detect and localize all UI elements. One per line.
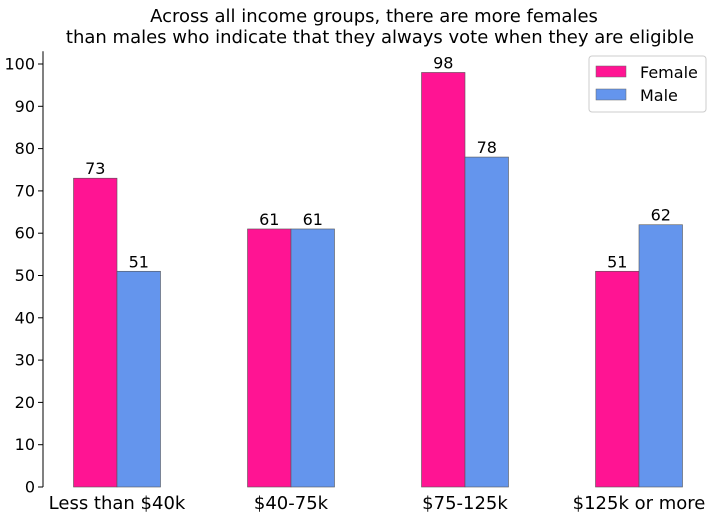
data-label-female: 61	[259, 210, 279, 229]
chart-title: Across all income groups, there are more…	[66, 6, 694, 48]
y-tick-label: 30	[15, 351, 35, 370]
legend-label-male: Male	[640, 86, 678, 105]
x-category-label: $40-75k	[254, 493, 329, 514]
y-tick-label: 0	[25, 478, 35, 497]
legend: Female Male	[588, 55, 707, 113]
y-tick-label: 60	[15, 224, 35, 243]
data-label-male: 78	[477, 138, 497, 157]
bar-female	[421, 72, 466, 488]
y-tick-label: 10	[15, 435, 35, 454]
y-tick-label: 100	[4, 55, 35, 74]
y-tick-label: 90	[15, 97, 35, 116]
data-label-female: 73	[85, 159, 105, 178]
x-axis: Less than $40k $40-75k $75-125k $125k or mo…	[49, 493, 706, 514]
bar-male	[638, 224, 683, 488]
y-tick-label: 20	[15, 393, 35, 412]
y-tick-label: 50	[15, 266, 35, 285]
data-label-male: 51	[129, 252, 149, 271]
data-label-female: 51	[607, 252, 627, 271]
data-label-male: 61	[303, 210, 323, 229]
chart-title-line-2: than males who indicate that they always…	[66, 27, 694, 48]
x-category-label: $125k or more	[573, 493, 706, 514]
x-category-label: Less than $40k	[49, 493, 186, 514]
bar-male	[464, 156, 509, 488]
data-label-female: 98	[433, 53, 453, 72]
legend-swatch-male	[595, 88, 627, 101]
chart-title-line-1: Across all income groups, there are more…	[150, 6, 598, 27]
bar-female	[73, 177, 118, 488]
y-axis: 0 10 20 30 40 50 60 70 80 90 100	[4, 51, 44, 497]
bars	[73, 72, 683, 488]
bar-female	[595, 270, 640, 488]
data-label-male: 62	[651, 206, 671, 225]
x-category-label: $75-125k	[422, 493, 508, 514]
bar-male	[290, 228, 335, 488]
data-labels: 73 61 98 51 51 61 78 62	[85, 53, 671, 271]
bar-male	[116, 270, 161, 488]
bar-female	[247, 228, 292, 488]
legend-swatch-female	[595, 65, 627, 78]
y-tick-label: 40	[15, 308, 35, 327]
legend-label-female: Female	[640, 63, 698, 82]
y-tick-label: 80	[15, 139, 35, 158]
y-tick-label: 70	[15, 181, 35, 200]
